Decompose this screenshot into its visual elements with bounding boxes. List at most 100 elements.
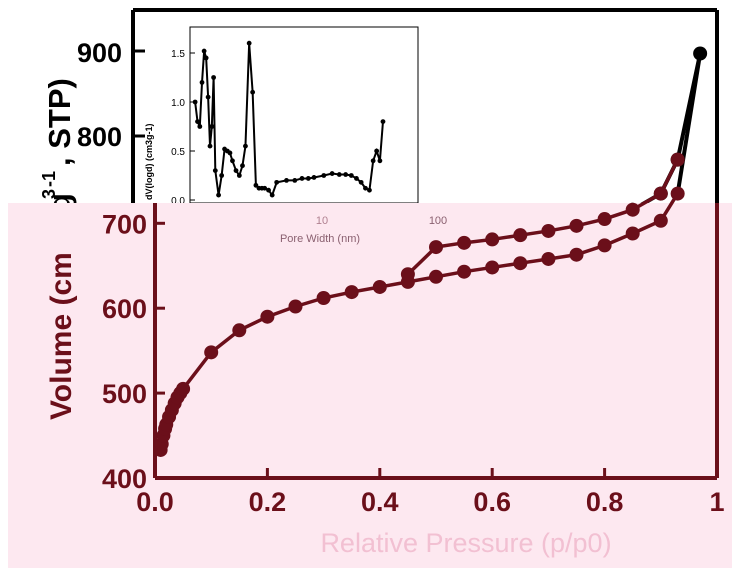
y-tick-label: 900 <box>77 38 122 68</box>
inset-data-point <box>250 89 256 95</box>
y-axis-title-superscript: -1 <box>39 171 59 187</box>
inset-data-point <box>358 179 364 185</box>
inset-data-point <box>336 172 342 177</box>
data-point <box>457 235 472 250</box>
inset-y-ticks: 0.0 0.5 1.0 1.5 <box>171 49 195 207</box>
data-point <box>316 291 331 306</box>
data-point <box>485 232 500 247</box>
inset-data-point <box>299 176 305 181</box>
inset-y-tick-label: 0.0 <box>171 196 185 207</box>
y-tick-label: 800 <box>77 122 122 152</box>
inset-data-point <box>305 176 311 181</box>
data-point <box>513 256 528 271</box>
inset-data-point <box>243 143 248 149</box>
inset-frame <box>189 26 419 204</box>
inset-data-point <box>212 168 218 174</box>
data-point <box>344 285 359 300</box>
y-axis-title-superscript: 3 <box>39 189 59 199</box>
inset-data-point <box>216 192 221 198</box>
data-point <box>653 213 668 228</box>
inset-data-point <box>380 119 386 124</box>
inset-data-point <box>197 124 203 129</box>
y-axis-title-stp: , STP) <box>42 78 77 166</box>
data-point <box>541 223 556 238</box>
inset-data-point <box>348 173 354 178</box>
inset-data-point <box>269 192 275 198</box>
inset-data-point <box>274 179 280 185</box>
overlay-panel <box>8 203 732 568</box>
data-point <box>653 186 668 201</box>
inset-data-point <box>354 176 359 181</box>
data-point <box>260 309 275 324</box>
inset-data-point <box>227 150 233 156</box>
inset-data-point <box>266 187 271 193</box>
data-point <box>485 260 500 275</box>
inset-data-point <box>192 99 198 105</box>
data-point <box>513 228 528 243</box>
x-tick-label: 0.6 <box>473 487 511 517</box>
inset-data-point <box>240 163 245 169</box>
inset-y-tick-label: 0.5 <box>171 147 185 158</box>
y-tick-label: 700 <box>102 209 147 239</box>
inset-data-point <box>374 148 380 154</box>
inset-data-point <box>211 75 217 80</box>
inset-data-point <box>363 185 368 191</box>
data-point <box>569 218 584 233</box>
inset-chart: 0.0 0.5 1.0 1.5 dV(logd) (cm3g-1) <box>144 26 419 207</box>
inset-data-point <box>199 80 205 85</box>
inset-data-point <box>195 119 200 124</box>
inset-data-point <box>230 158 235 164</box>
data-point <box>625 202 640 217</box>
main-plot-region: 0.0 0.2 0.4 0.6 0.8 1 400 500 600 700 Volume (cm… <box>45 152 725 558</box>
data-point <box>457 264 472 279</box>
x-tick-label: 0.8 <box>586 487 624 517</box>
data-point <box>429 269 443 284</box>
data-point <box>597 238 612 253</box>
data-point <box>429 240 443 255</box>
data-point <box>597 212 612 227</box>
data-point <box>400 267 415 282</box>
inset-x-tick-label: 100 <box>429 215 447 227</box>
inset-data-point <box>219 173 225 178</box>
inset-data-point <box>233 168 239 174</box>
x-tick-label: 1 <box>709 487 724 517</box>
data-point <box>569 247 584 262</box>
y-axis-title: Volume (cm <box>45 252 78 420</box>
y-tick-group: 400 500 600 700 <box>102 209 165 494</box>
x-axis-title: Relative Pressure (p/p0) <box>320 528 611 558</box>
inset-data-point <box>370 158 376 164</box>
inset-data-point <box>284 178 289 183</box>
y-tick-label: 400 <box>102 464 147 494</box>
inset-x-tick-label: 10 <box>316 215 328 227</box>
inset-y-axis-title: dV(logd) (cm3g-1) <box>144 124 154 201</box>
x-tick-group: 0.0 0.2 0.4 0.6 0.8 1 <box>136 468 725 517</box>
data-point <box>288 299 303 314</box>
series-line <box>675 53 703 194</box>
data-point <box>625 226 640 241</box>
inset-data-point <box>367 187 372 193</box>
inset-y-tick-label: 1.0 <box>171 98 185 109</box>
inset-data-point <box>253 182 259 188</box>
inset-data-point <box>236 173 242 178</box>
y-tick-label: 500 <box>102 379 147 409</box>
inset-x-axis-title: Pore Width (nm) <box>280 233 360 245</box>
inset-data-point <box>311 175 317 180</box>
data-point <box>670 152 685 167</box>
data-point <box>232 323 247 338</box>
inset-data-point <box>321 173 327 178</box>
inset-data-point <box>292 178 298 183</box>
inset-data-point <box>203 55 209 61</box>
upper-plot-region: 900 800 3 g -1 , STP) 0.00.51.01.5 dV(lo… <box>39 8 719 227</box>
main-series-group <box>153 152 685 457</box>
inset-data-point <box>343 172 349 177</box>
x-tick-label: 0.4 <box>361 487 399 517</box>
inset-data-point <box>201 48 207 54</box>
inset-data-point <box>377 158 383 164</box>
y-tick-label: 600 <box>102 294 147 324</box>
data-point <box>372 279 387 294</box>
inset-data-point <box>209 124 215 129</box>
data-point <box>176 381 191 396</box>
inset-data-point <box>246 40 252 46</box>
x-tick-label: 0.0 <box>136 487 174 517</box>
